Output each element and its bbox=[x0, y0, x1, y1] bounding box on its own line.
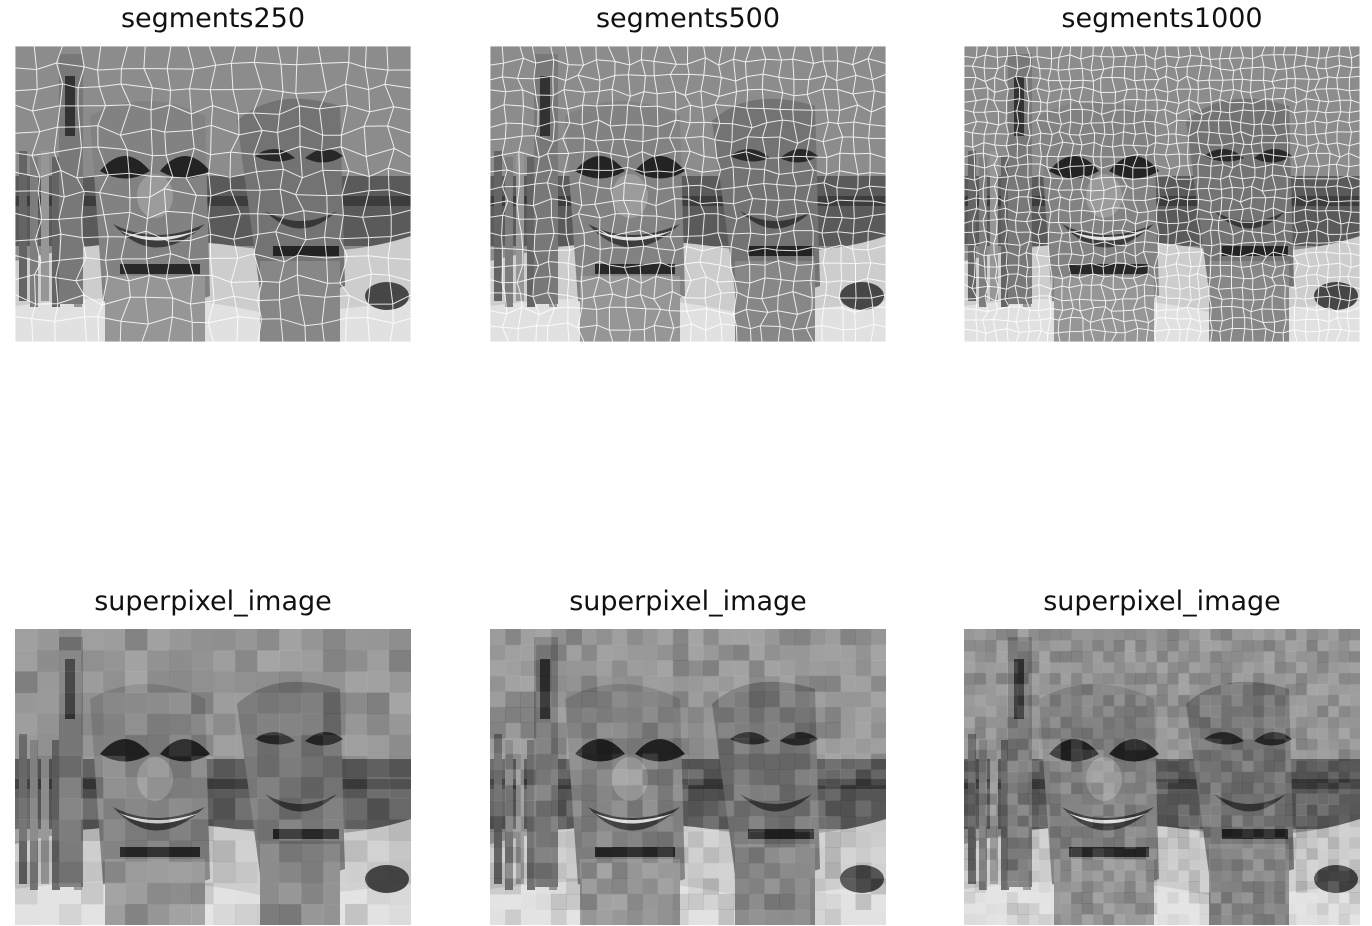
tiki-statues-scene bbox=[15, 46, 411, 342]
segmented-photo bbox=[964, 46, 1360, 342]
segmented-photo bbox=[490, 46, 886, 342]
superpixel-photo bbox=[15, 629, 411, 925]
superpixel-image-500 bbox=[490, 629, 886, 925]
superpixel-boundaries bbox=[964, 46, 1360, 342]
superpixel-image-250 bbox=[15, 629, 411, 925]
panel-title-superpixel-250: superpixel_image bbox=[94, 586, 332, 617]
segmentation-image-500 bbox=[490, 46, 886, 342]
segmented-photo bbox=[15, 46, 411, 342]
panel-title-segments1000: segments1000 bbox=[1061, 3, 1263, 34]
superpixel-photo bbox=[964, 629, 1360, 925]
superpixel-blocks bbox=[490, 629, 886, 925]
superpixel-boundaries bbox=[15, 46, 411, 342]
superpixel-boundaries bbox=[490, 46, 886, 342]
superpixel-photo bbox=[490, 629, 886, 925]
segmentation-image-1000 bbox=[964, 46, 1360, 342]
superpixel-blocks bbox=[964, 629, 1360, 925]
tiki-statues-scene bbox=[15, 629, 411, 925]
superpixel-blocks bbox=[15, 629, 411, 925]
superpixel-image-1000 bbox=[964, 629, 1360, 925]
tiki-statues-scene bbox=[964, 629, 1360, 925]
tiki-statues-scene bbox=[490, 629, 886, 925]
panel-title-superpixel-1000: superpixel_image bbox=[1043, 586, 1281, 617]
panel-title-segments250: segments250 bbox=[120, 3, 306, 34]
segmentation-image-250 bbox=[15, 46, 411, 342]
panel-title-segments500: segments500 bbox=[595, 3, 781, 34]
panel-title-superpixel-500: superpixel_image bbox=[569, 586, 807, 617]
